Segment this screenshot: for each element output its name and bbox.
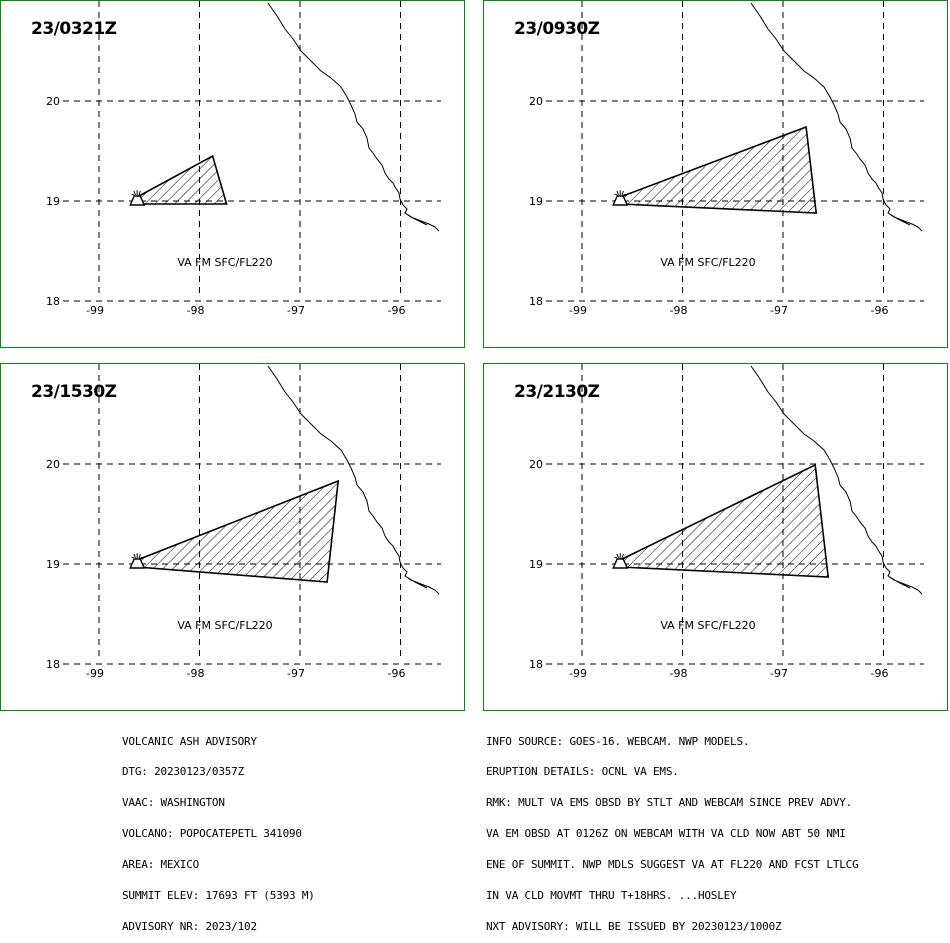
lat-tick-label: 19 (46, 195, 60, 208)
advisory-line: ENE OF SUMMIT. NWP MDLS SUGGEST VA AT FL… (486, 858, 859, 872)
ash-altitude-label: VA FM SFC/FL220 (177, 619, 272, 632)
coastline (267, 365, 440, 595)
advisory-header-block: VOLCANIC ASH ADVISORY DTG: 20230123/0357… (122, 716, 315, 943)
advisory-line: VA EM OBSD AT 0126Z ON WEBCAM WITH VA CL… (486, 827, 846, 841)
lon-tick-label: -96 (388, 667, 406, 680)
lat-tick-label: 20 (46, 458, 60, 471)
lon-tick-label: -97 (770, 667, 788, 680)
ash-cloud-polygon (136, 479, 340, 583)
ash-altitude-label: VA FM SFC/FL220 (660, 619, 755, 632)
coastline (267, 2, 440, 232)
advisory-line: VOLCANIC ASH ADVISORY (122, 734, 257, 748)
lat-tick-label: 19 (46, 558, 60, 571)
lat-tick-label: 20 (529, 458, 543, 471)
panel-time-title: 23/0930Z (514, 19, 600, 39)
lon-tick-label: -97 (287, 304, 305, 317)
lat-tick-label: 19 (529, 195, 543, 208)
lat-tick-label: 20 (529, 95, 543, 108)
lon-tick-label: -97 (770, 304, 788, 317)
advisory-line: VOLCANO: POPOCATEPETL 341090 (122, 827, 302, 841)
advisory-line: SUMMIT ELEV: 17693 FT (5393 M) (122, 889, 315, 903)
advisory-line: AREA: MEXICO (122, 858, 200, 872)
panel-time-title: 23/2130Z (514, 382, 600, 402)
panel-time-title: 23/0321Z (31, 19, 117, 39)
lon-tick-label: -96 (388, 304, 406, 317)
lat-tick-label: 19 (529, 558, 543, 571)
ash-altitude-label: VA FM SFC/FL220 (177, 256, 272, 269)
forecast-panel: -99 -98 -97 -96 20 19 18 VA FM SFC/FL220 23/0930… (483, 0, 948, 348)
advisory-line: RMK: MULT VA EMS OBSD BY STLT AND WEBCAM… (486, 796, 853, 810)
advisory-line: DTG: 20230123/0357Z (122, 765, 245, 779)
lon-tick-label: -96 (871, 304, 889, 317)
advisory-line: VAAC: WASHINGTON (122, 796, 225, 810)
volcano-icon (612, 553, 629, 569)
lon-tick-label: -99 (569, 304, 587, 317)
lon-tick-label: -98 (187, 667, 205, 680)
panel-time-title: 23/1530Z (31, 382, 117, 402)
ash-cloud-polygon (136, 154, 228, 205)
forecast-panel: -99 -98 -97 -96 20 19 18 VA FM SFC/FL220 23/2130… (483, 363, 948, 711)
advisory-line: IN VA CLD MOVMT THRU T+18HRS. ...HOSLEY (486, 889, 737, 903)
lat-tick-label: 18 (529, 658, 543, 671)
map-plot: -99 -98 -97 -96 20 19 18 VA FM SFC/FL220 (529, 1, 924, 317)
coastline (750, 365, 923, 595)
advisory-line: ERUPTION DETAILS: OCNL VA EMS. (486, 765, 679, 779)
map-plot: -99 -98 -97 -96 20 19 18 VA FM SFC/FL220 (46, 364, 441, 680)
lat-tick-label: 18 (529, 295, 543, 308)
ash-cloud-polygon (619, 125, 818, 214)
forecast-panel: -99 -98 -97 -96 20 19 18 VA FM SFC/FL220 23/1530… (0, 363, 465, 711)
lat-tick-label: 18 (46, 658, 60, 671)
advisory-line: ADVISORY NR: 2023/102 (122, 919, 257, 933)
volcano-icon (129, 553, 146, 569)
volcano-icon (612, 190, 629, 206)
forecast-panel: -99 -98 -97 -96 20 19 18 VA FM SFC/FL220 23/0321… (0, 0, 465, 348)
lon-tick-label: -97 (287, 667, 305, 680)
advisory-line: NXT ADVISORY: WILL BE ISSUED BY 20230123… (486, 919, 782, 933)
lon-tick-label: -98 (187, 304, 205, 317)
coastline (750, 2, 923, 232)
volcano-icon (129, 190, 146, 206)
lon-tick-label: -96 (871, 667, 889, 680)
lon-tick-label: -99 (569, 667, 587, 680)
advisory-remarks-block: INFO SOURCE: GOES-16. WEBCAM. NWP MODELS… (486, 716, 859, 943)
advisory-line: INFO SOURCE: GOES-16. WEBCAM. NWP MODELS… (486, 734, 750, 748)
lon-tick-label: -98 (670, 667, 688, 680)
map-plot: -99 -98 -97 -96 20 19 18 VA FM SFC/FL220 (46, 1, 441, 317)
lon-tick-label: -98 (670, 304, 688, 317)
lat-tick-label: 18 (46, 295, 60, 308)
lat-tick-label: 20 (46, 95, 60, 108)
lon-tick-label: -99 (86, 667, 104, 680)
ash-altitude-label: VA FM SFC/FL220 (660, 256, 755, 269)
ash-cloud-polygon (619, 463, 830, 578)
lon-tick-label: -99 (86, 304, 104, 317)
map-plot: -99 -98 -97 -96 20 19 18 VA FM SFC/FL220 (529, 364, 924, 680)
